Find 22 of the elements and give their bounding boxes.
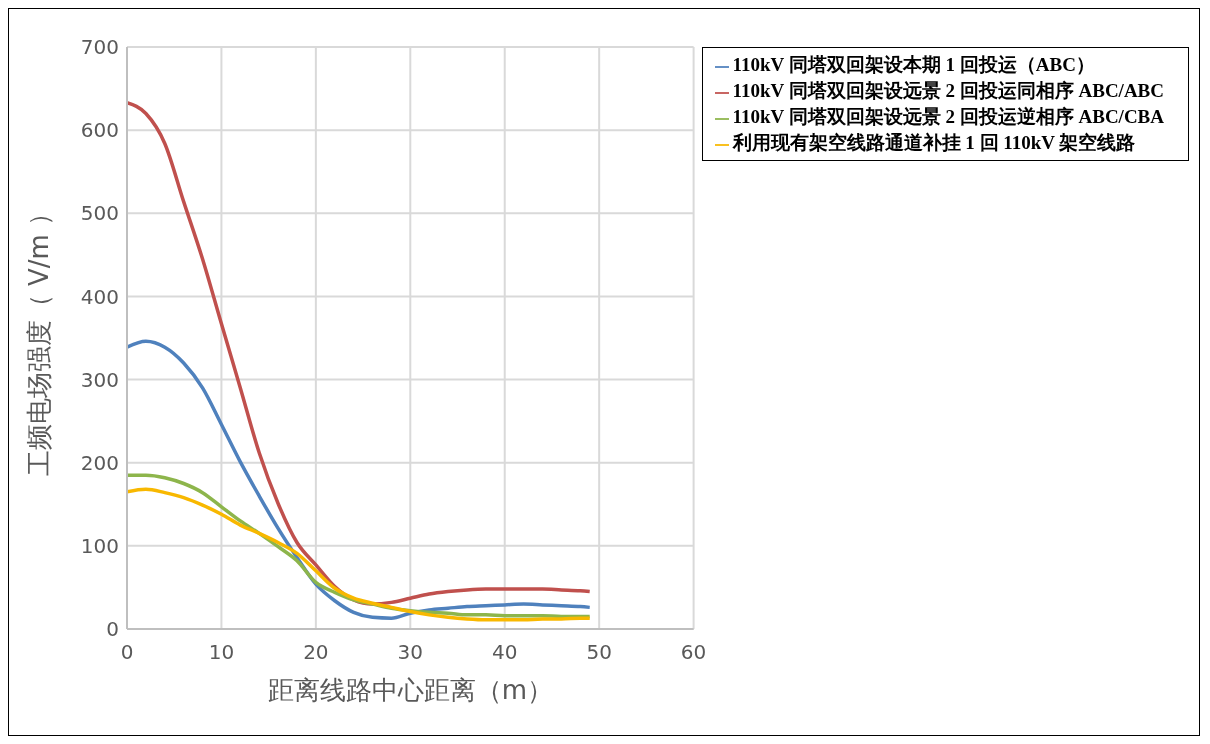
legend-label: 110kV 同塔双回架设远景 2 回投运同相序 ABC/ABC — [732, 80, 1164, 101]
y-tick-label: 600 — [80, 118, 119, 143]
y-tick-label: 0 — [106, 617, 119, 642]
y-tick-label: 100 — [80, 533, 119, 558]
y-tick-label: 500 — [80, 201, 119, 226]
legend-label: 利用现有架空线路通道补挂 1 回 110kV 架空线路 — [732, 132, 1136, 153]
y-tick-label: 700 — [80, 35, 119, 60]
line-series — [127, 100, 592, 606]
line-series — [127, 339, 592, 620]
y-tick-label: 200 — [80, 450, 119, 475]
x-tick-label: 50 — [586, 640, 612, 665]
legend-label: 110kV 同塔双回架设远景 2 回投运逆相序 ABC/CBA — [732, 106, 1164, 127]
x-tick-label: 30 — [397, 640, 424, 665]
legend-label: 110kV 同塔双回架设本期 1 回投运（ABC） — [732, 54, 1095, 75]
x-axis-title: 距离线路中心距离（m） — [267, 675, 553, 705]
x-tick-label: 40 — [492, 640, 518, 665]
y-axis-title: 工频电场强度（ V/m ） — [24, 199, 55, 477]
y-tick-label: 400 — [80, 284, 119, 309]
x-tick-label: 60 — [680, 640, 707, 665]
x-tick-label: 20 — [303, 640, 329, 665]
y-tick-label: 300 — [80, 367, 119, 392]
x-tick-label: 10 — [208, 640, 235, 665]
